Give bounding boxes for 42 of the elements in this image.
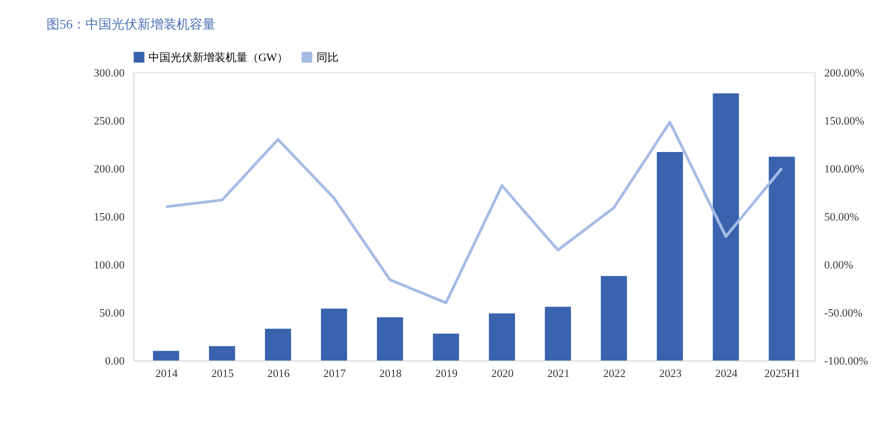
- x-tick-label: 2014: [155, 368, 178, 380]
- bar: [264, 328, 292, 361]
- bar: [600, 276, 627, 361]
- x-tick-label: 2020: [491, 368, 514, 380]
- x-tick-label: 2022: [603, 368, 626, 380]
- y2-tick-label: -50.00%: [824, 308, 863, 320]
- x-tick-label: 2019: [435, 368, 458, 380]
- y2-tick-label: 200.00%: [824, 67, 864, 80]
- x-tick-label: 2016: [267, 368, 290, 380]
- y-tick-label: 50.00: [99, 308, 125, 320]
- bar: [712, 93, 739, 361]
- x-tick-label: 2015: [211, 368, 234, 380]
- bar: [153, 350, 180, 361]
- x-tick-label: 2017: [323, 368, 346, 380]
- x-tick-label: 2025H1: [764, 368, 800, 380]
- y-tick-label: 100.00: [94, 260, 125, 272]
- bar: [544, 306, 571, 361]
- x-tick-label: 2018: [379, 368, 402, 380]
- bar: [656, 152, 683, 361]
- bar: [376, 317, 404, 361]
- y2-tick-label: 0.00%: [824, 260, 854, 272]
- y-tick-label: 300.00: [94, 67, 125, 80]
- x-tick-label: 2023: [659, 368, 682, 380]
- y-tick-label: 200.00: [94, 164, 125, 176]
- x-tick-label: 2021: [547, 368, 570, 380]
- bar: [320, 308, 348, 361]
- bar: [208, 346, 236, 361]
- y-tick-label: 150.00: [94, 212, 125, 224]
- chart-title: 图56：中国光伏新增装机容量: [46, 16, 216, 32]
- y2-tick-label: 100.00%: [824, 164, 864, 176]
- y2-tick-label: -100.00%: [824, 356, 868, 368]
- line-series: [164, 120, 784, 304]
- y2-tick-label: 150.00%: [824, 115, 864, 128]
- y2-tick-label: 50.00%: [824, 212, 859, 224]
- x-tick-label: 2024: [715, 368, 738, 380]
- y-tick-label: 250.00: [94, 115, 125, 128]
- bar: [432, 334, 460, 361]
- y-tick-label: 0.00: [104, 356, 125, 368]
- bar: [488, 313, 516, 361]
- legend-label: 同比: [316, 51, 338, 64]
- legend-label: 中国光伏新增装机量（GW）: [148, 51, 288, 64]
- bar: [768, 156, 795, 361]
